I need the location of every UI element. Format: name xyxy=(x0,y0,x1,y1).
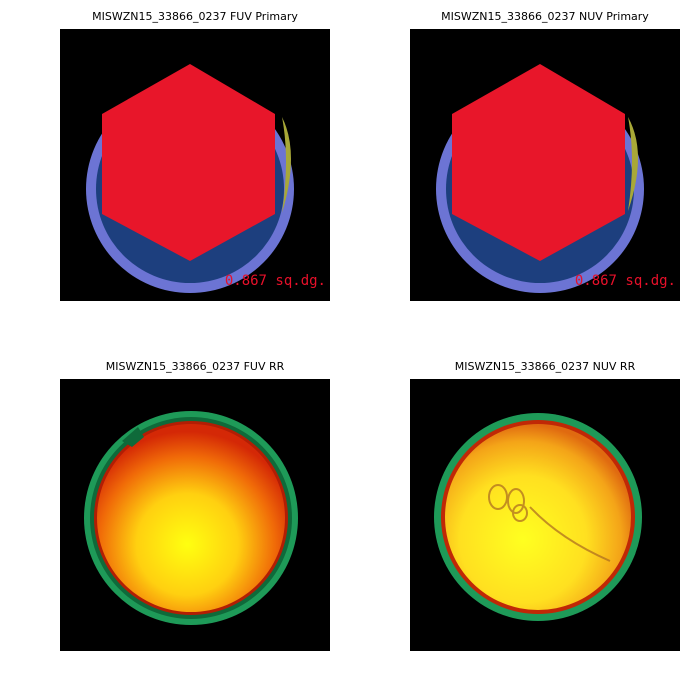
fov-hexagon xyxy=(102,64,275,261)
response-disc xyxy=(445,424,631,610)
artifact-loop xyxy=(512,504,528,522)
area-label: 0.867 sq.dg. xyxy=(224,273,326,289)
notch xyxy=(122,427,144,447)
edge-overlap xyxy=(282,117,291,213)
artifact-streak xyxy=(529,506,611,562)
area-label: 0.867 sq.dg. xyxy=(574,273,676,289)
panel-fuv-primary: MISWZN15_33866_0237 FUV Primary 0.867 sq… xyxy=(60,10,330,301)
panel-nuv-rr: MISWZN15_33866_0237 NUV RR xyxy=(410,360,680,651)
panel-title: MISWZN15_33866_0237 NUV RR xyxy=(454,360,636,373)
panel-title: MISWZN15_33866_0237 FUV RR xyxy=(105,360,285,373)
panel-title: MISWZN15_33866_0237 NUV Primary xyxy=(441,10,649,23)
edge-overlap xyxy=(628,117,638,211)
panel-nuv-primary: MISWZN15_33866_0237 NUV Primary 0.867 sq… xyxy=(410,10,680,301)
fov-hexagon xyxy=(452,64,625,261)
panel-fuv-rr: MISWZN15_33866_0237 FUV RR xyxy=(60,360,330,651)
response-map-fuv xyxy=(60,379,330,651)
artifacts xyxy=(488,484,611,562)
artifact-loop xyxy=(507,488,525,514)
panel-title: MISWZN15_33866_0237 FUV Primary xyxy=(92,10,298,23)
coverage-map-fuv: 0.867 sq.dg. xyxy=(60,29,330,301)
artifact-loop xyxy=(488,484,508,510)
coverage-map-nuv: 0.867 sq.dg. xyxy=(410,29,680,301)
response-map-nuv xyxy=(410,379,680,651)
response-disc xyxy=(97,424,285,612)
